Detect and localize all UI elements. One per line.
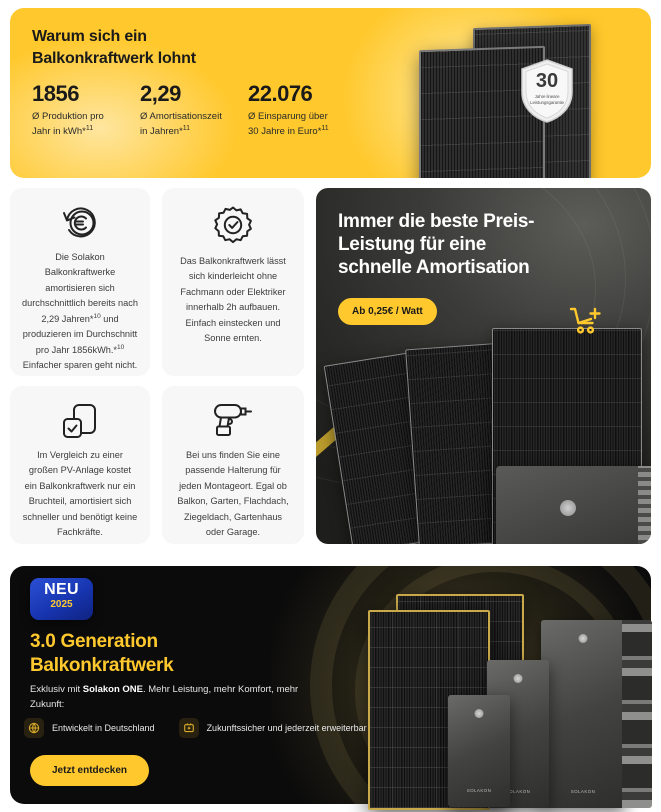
add-to-cart-icon[interactable] (569, 306, 603, 341)
shield-number: 30 (535, 70, 559, 92)
banner-subtitle-prefix: Exklusiv mit (30, 684, 83, 695)
stat-label: Ø Einsparung über 30 Jahre in Euro*11 (248, 110, 358, 139)
banner-subtitle: Exklusiv mit Solakon ONE. Mehr Leistung,… (30, 682, 310, 712)
battery-logo (578, 634, 588, 643)
feature-card-amortisation: Die Solakon Balkonkraftwerke amortisiere… (10, 188, 150, 376)
feature-card-text: Im Vergleich zu einer großen PV-Anlage k… (22, 450, 138, 538)
new-badge: NEU 2025 (30, 578, 93, 620)
panel-compare-icon (59, 400, 101, 442)
hero-stats: 1856 Ø Produktion pro Jahr in kWh*11 2,2… (32, 81, 358, 139)
germany-globe-icon (24, 718, 44, 738)
promo-heading-line3: schnelle Amortisation (338, 257, 530, 279)
new-badge-year: 2025 (50, 598, 73, 610)
feature-card-text: Bei uns finden Sie eine passende Halteru… (177, 450, 289, 538)
warranty-shield-badge: 30 Jahre lineare Leistungsgarantie (519, 58, 575, 124)
shield-caption-line1: Jahre lineare (534, 94, 560, 99)
stat-footnote: 11 (182, 124, 191, 132)
new-badge-label: NEU (44, 581, 79, 598)
banner-battery-module-3: SOLAKON (541, 620, 625, 808)
stat-footnote: 11 (85, 124, 94, 132)
battery-label: SOLAKON (466, 788, 492, 793)
stat-value: 2,29 (140, 81, 181, 106)
feature-card-text: Das Balkonkraftwerk lässt sich kinderlei… (180, 256, 286, 344)
pill-label: Zukunftssicher und jederzeit erweiterbar (206, 723, 367, 733)
promo-inverter-unit (496, 466, 651, 544)
stat-label-line2: Jahr in kWh* (32, 126, 86, 138)
inverter-vent (638, 466, 651, 544)
stat-label: Ø Produktion pro Jahr in kWh*11 (32, 110, 124, 139)
shield-caption-line2: Leistungsgarantie (530, 99, 564, 105)
promo-heading-line1: Immer die beste Preis- (338, 211, 535, 232)
pill-label: Entwickelt in Deutschland (52, 723, 155, 733)
battery-logo (474, 709, 484, 718)
promo-artwork (316, 188, 651, 544)
promo-heading: Immer die beste Preis- Leistung für eine… (338, 210, 628, 280)
hero-title-line2: Balkonkraftwerk lohnt (32, 49, 196, 67)
price-badge: Ab 0,25€ / Watt (338, 298, 437, 325)
banner-subtitle-suffix: . Mehr Leistung, mehr Komfort, mehr Zuku… (30, 684, 299, 711)
gear-check-icon (212, 202, 254, 248)
feature-text-part3: Einfacher sparen geht nicht. (22, 360, 138, 371)
hero-solar-panel-artwork: 30 Jahre lineare Leistungsgarantie (401, 8, 651, 178)
banner-battery-module-1: SOLAKON (448, 695, 510, 807)
banner-heading: 3.0 Generation Balkonkraftwerk (30, 630, 330, 679)
stat-label-line2: 30 Jahre in Euro* (248, 126, 322, 138)
hero-title: Warum sich ein Balkonkraftwerk lohnt (32, 26, 196, 69)
stat-label-line2: in Jahren* (140, 126, 183, 138)
feature-card-comparison: Im Vergleich zu einer großen PV-Anlage k… (10, 386, 150, 544)
banner-feature-pills: Entwickelt in Deutschland Zukunftssicher… (24, 718, 367, 738)
feature-text-part1: Die Solakon Balkonkraftwerke amortisiere… (22, 252, 138, 324)
promo-heading-line2: Leistung für eine (338, 234, 486, 256)
expandable-battery-icon (178, 718, 199, 738)
shield-caption: Jahre lineare Leistungsgarantie (519, 94, 575, 105)
promo-card-price-performance[interactable]: Immer die beste Preis- Leistung für eine… (316, 188, 651, 544)
inverter-logo (560, 500, 576, 516)
battery-logo (513, 674, 523, 683)
stat-footnote: 11 (321, 124, 329, 132)
stat-value: 1856 (32, 81, 79, 106)
stat-savings: 22.076 Ø Einsparung über 30 Jahre in Eur… (248, 81, 358, 139)
stat-production: 1856 Ø Produktion pro Jahr in kWh*11 (32, 81, 124, 139)
discover-now-button[interactable]: Jetzt entdecken (30, 755, 150, 786)
battery-label: SOLAKON (505, 789, 531, 794)
pill-future-proof: Zukunftssicher und jederzeit erweiterbar (178, 718, 367, 738)
stat-value: 22.076 (248, 81, 313, 106)
feature-card-text: Die Solakon Balkonkraftwerke amortisiere… (22, 250, 138, 374)
pill-made-in-germany: Entwickelt in Deutschland (24, 718, 155, 738)
stat-label-line1: Ø Produktion pro (32, 111, 104, 123)
feature-card-installation: Das Balkonkraftwerk lässt sich kinderlei… (162, 188, 304, 376)
feature-text-part2: und produzieren im Durchschnitt pro Jahr… (22, 313, 138, 355)
banner-heading-line1: 3.0 Generation (30, 631, 158, 652)
drill-icon (210, 400, 256, 442)
banner-battery-vent-column (622, 620, 652, 808)
hero-title-line1: Warum sich ein (32, 28, 147, 45)
feature-card-mounting: Bei uns finden Sie eine passende Halteru… (162, 386, 304, 544)
banner-brand-name: Solakon ONE (82, 684, 143, 695)
feature-footnote-2: 10 (116, 343, 125, 351)
stat-label-line1: Ø Einsparung über (248, 111, 328, 123)
battery-label: SOLAKON (570, 789, 596, 794)
stat-amortisation: 2,29 Ø Amortisationszeit in Jahren*11 (140, 81, 232, 139)
hero-banner: Warum sich ein Balkonkraftwerk lohnt 185… (10, 8, 651, 178)
banner-heading-line2: Balkonkraftwerk (30, 655, 174, 677)
feature-footnote-1: 10 (93, 312, 101, 320)
stat-label-line1: Ø Amortisationszeit (140, 111, 222, 123)
euro-refund-icon (59, 202, 101, 244)
stat-label: Ø Amortisationszeit in Jahren*11 (140, 110, 232, 139)
